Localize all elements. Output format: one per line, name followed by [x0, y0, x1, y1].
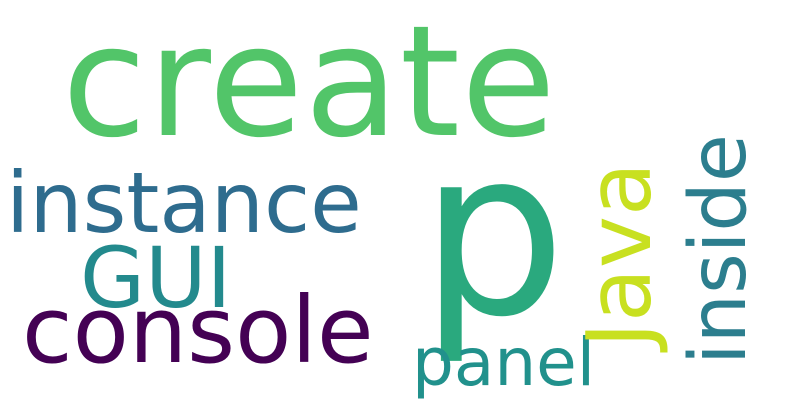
- word-panel: panel: [412, 324, 596, 400]
- word-p: p: [420, 101, 566, 368]
- word-inside: inside: [674, 134, 764, 365]
- word-instance: instance: [6, 154, 362, 252]
- word-gui: GUI: [80, 229, 232, 327]
- word-java: Java: [568, 162, 671, 348]
- word-console: console: [22, 277, 374, 384]
- word-create: create: [62, 0, 557, 172]
